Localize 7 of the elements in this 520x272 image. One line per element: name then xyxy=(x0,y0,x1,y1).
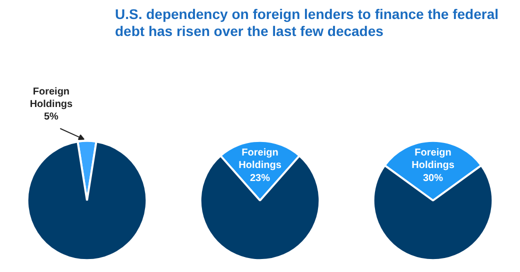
text: U.S. dependency on foreign lenders to finance the federal debt has risen over the last few decades xyxy=(115,6,500,40)
slice-label: Foreign Holdings xyxy=(30,86,74,110)
slice-label: Foreign Holdings xyxy=(412,148,455,172)
data-label: 30% xyxy=(422,172,444,184)
slice-label: Foreign Holdings xyxy=(238,148,282,172)
data-label: 23% xyxy=(250,172,270,184)
data-label: 5% xyxy=(44,112,59,123)
